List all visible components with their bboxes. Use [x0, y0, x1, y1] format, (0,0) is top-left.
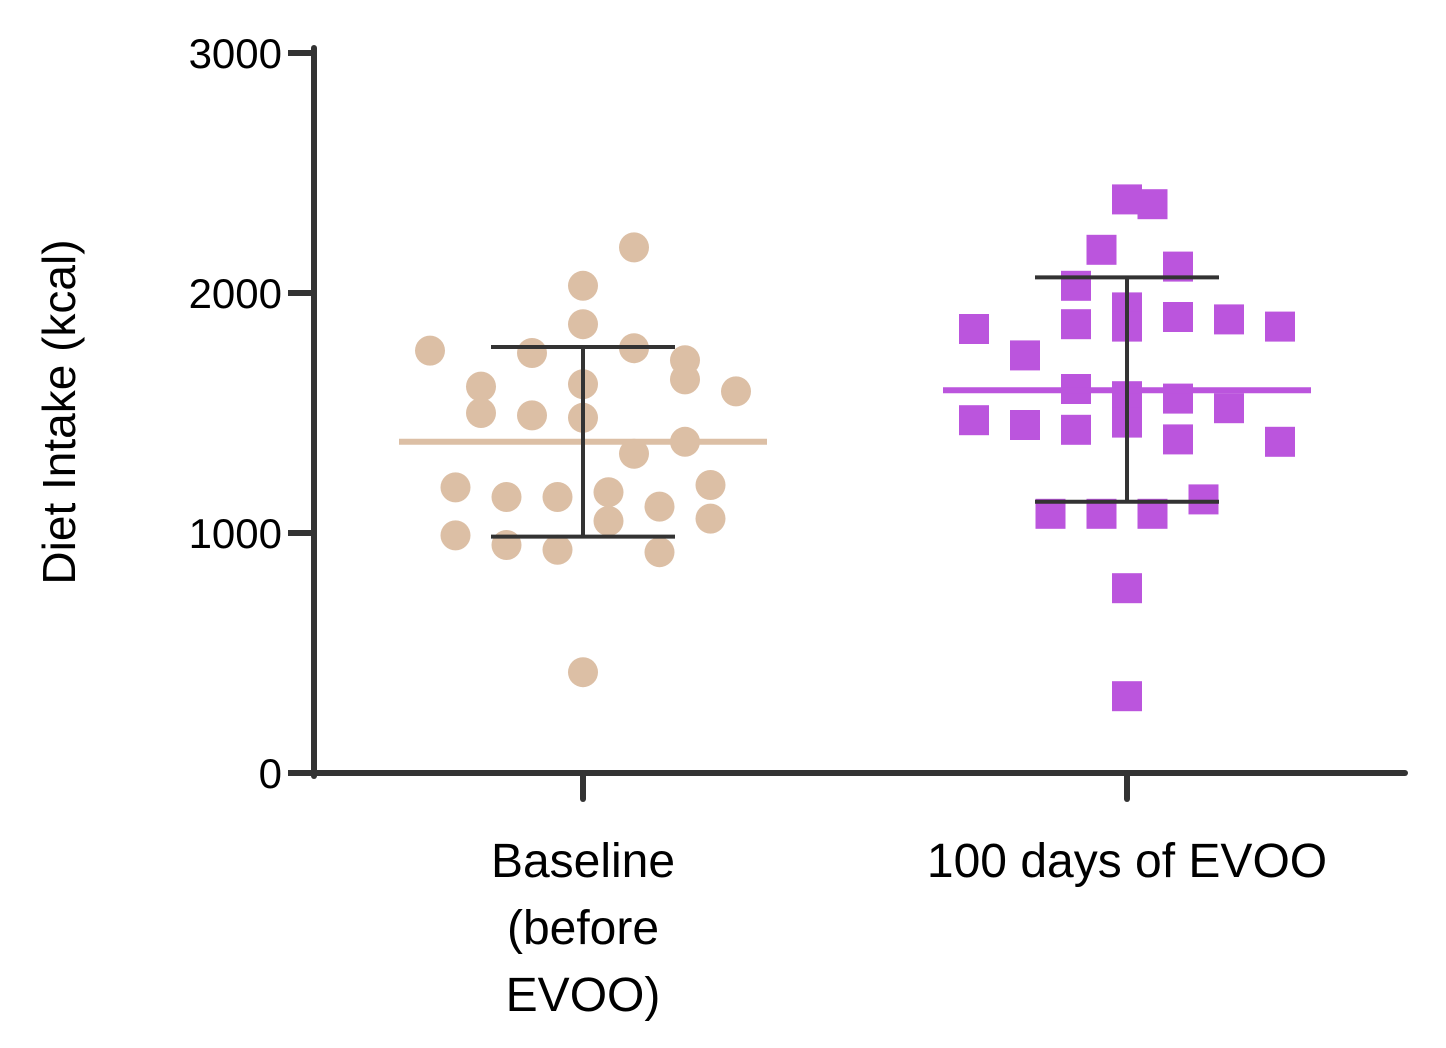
data-point — [517, 400, 547, 431]
category-labels: Baseline (before EVOO) 100 days of EVOO — [491, 835, 1327, 1022]
x-ticks — [580, 770, 1130, 802]
data-point — [568, 309, 598, 340]
data-point — [619, 438, 649, 469]
y-tick-label: 3000 — [189, 30, 282, 77]
data-point — [1214, 393, 1244, 424]
data-point — [695, 470, 726, 500]
data-point — [440, 472, 471, 503]
category-label: Baseline (before EVOO) — [491, 835, 675, 1022]
data-point — [491, 482, 522, 512]
data-point — [1265, 426, 1295, 457]
category-label-line: 100 days of EVOO — [927, 835, 1327, 888]
data-point — [1086, 234, 1117, 265]
data-point — [1265, 311, 1295, 342]
y-tick-label: 2000 — [189, 270, 282, 317]
data-point — [959, 314, 989, 344]
data-point — [593, 506, 624, 536]
data-point — [542, 534, 573, 565]
data-point — [568, 270, 598, 301]
data-point — [1112, 573, 1142, 604]
category-label-line: (before — [507, 902, 659, 955]
data-point — [593, 477, 624, 508]
data-points — [415, 184, 1295, 712]
data-point — [542, 482, 573, 512]
data-point — [517, 338, 547, 368]
data-point — [466, 371, 496, 402]
data-point — [440, 520, 471, 551]
mean-and-error-bars — [399, 275, 1311, 539]
data-point — [568, 657, 598, 688]
data-point — [1188, 484, 1219, 515]
data-point — [1061, 270, 1091, 301]
y-ticks: 0 1000 2000 3000 — [189, 30, 314, 797]
data-point — [670, 364, 700, 395]
data-point — [1061, 309, 1091, 340]
data-point — [1061, 414, 1091, 445]
data-point — [1163, 302, 1193, 332]
data-point — [1214, 304, 1244, 335]
data-point — [619, 232, 649, 263]
y-tick-label: 1000 — [189, 510, 282, 557]
data-point — [644, 537, 675, 568]
axes — [311, 45, 1408, 779]
category-label-line: Baseline — [491, 835, 675, 888]
data-point — [695, 503, 726, 534]
data-point — [466, 398, 496, 428]
data-point — [1010, 340, 1040, 371]
data-point — [1163, 424, 1193, 455]
data-point — [491, 530, 522, 560]
data-point — [1137, 189, 1168, 220]
data-point — [721, 376, 751, 407]
y-axis-label: Diet Intake (kcal) — [33, 239, 85, 584]
y-tick-label: 0 — [259, 750, 282, 797]
category-label: 100 days of EVOO — [927, 835, 1327, 888]
data-point — [959, 405, 989, 436]
data-point — [1112, 681, 1142, 712]
category-label-line: EVOO) — [506, 969, 661, 1022]
data-point — [415, 335, 445, 366]
data-point — [644, 491, 675, 522]
data-point — [1010, 410, 1040, 440]
data-point — [1112, 184, 1142, 215]
